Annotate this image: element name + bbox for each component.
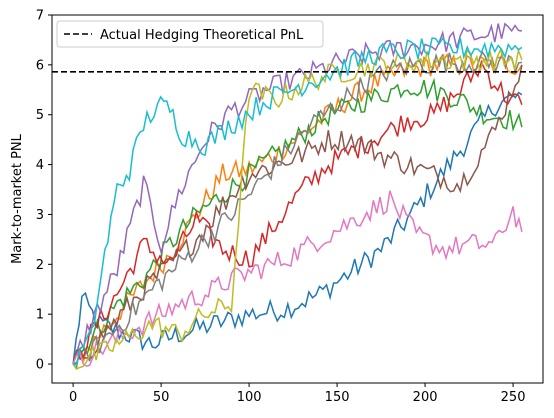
series-line-2 <box>72 53 523 365</box>
x-axis-ticks: 0 50 100 150 200 250 <box>69 383 526 405</box>
legend: Actual Hedging Theoretical PnL <box>56 20 324 48</box>
series-line-1 <box>72 91 523 365</box>
y-tick-label: 1 <box>36 308 44 323</box>
x-tick-label: 0 <box>69 390 77 405</box>
y-axis-label: Mark-to-market PNL <box>10 133 25 264</box>
series-layer <box>72 22 523 370</box>
y-tick-label: 7 <box>36 9 44 24</box>
y-tick-label: 0 <box>36 358 44 373</box>
y-tick-label: 2 <box>36 258 44 273</box>
x-tick-label: 150 <box>325 390 350 405</box>
x-tick-label: 250 <box>501 390 526 405</box>
series-line-3 <box>72 77 523 365</box>
series-line-6 <box>72 64 523 365</box>
series-line-5 <box>72 22 523 365</box>
series-line-9 <box>72 46 523 370</box>
x-tick-label: 50 <box>153 390 170 405</box>
legend-box <box>56 20 324 48</box>
plot-frame <box>51 14 544 384</box>
series-line-8 <box>72 50 523 370</box>
y-tick-label: 6 <box>36 58 44 73</box>
y-tick-label: 3 <box>36 208 44 223</box>
series-line-7 <box>72 190 523 368</box>
y-tick-label: 4 <box>36 158 44 173</box>
x-tick-label: 100 <box>237 390 262 405</box>
y-axis-ticks: 0 1 2 3 4 5 6 7 <box>36 9 52 373</box>
series-line-4 <box>72 59 523 365</box>
x-tick-label: 200 <box>413 390 438 405</box>
series-line-10 <box>72 36 523 366</box>
legend-entry-label: Actual Hedging Theoretical PnL <box>100 28 304 43</box>
y-tick-label: 5 <box>36 108 44 123</box>
